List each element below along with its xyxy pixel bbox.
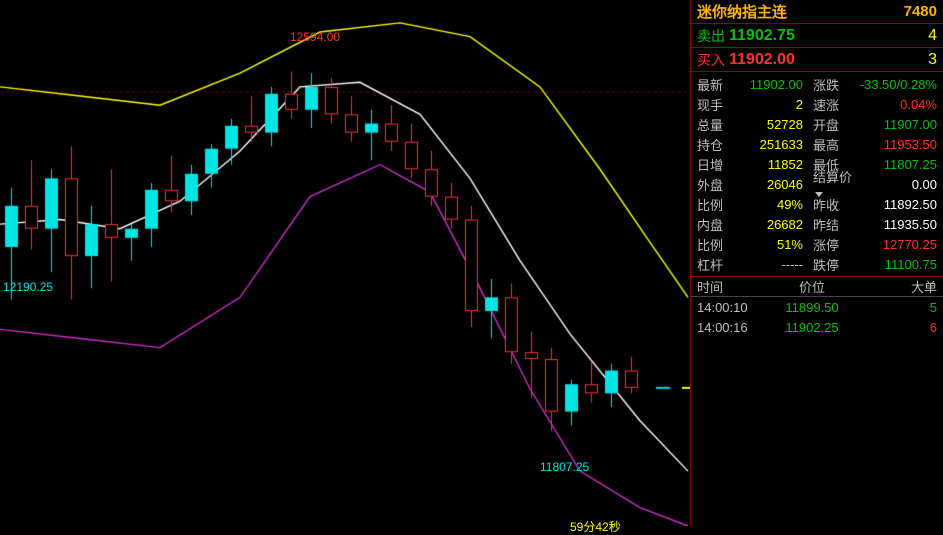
stat-value: 26682 <box>733 217 813 232</box>
stat-value: -33.50/0.28% <box>859 77 937 92</box>
stat-value: ----- <box>733 257 813 272</box>
stat-label: 昨收 <box>813 195 859 214</box>
stat-label: 日增 <box>697 155 733 174</box>
trades-list: 14:00:1011899.50514:00:1611902.256 <box>691 297 943 337</box>
stat-label: 开盘 <box>813 115 859 134</box>
instrument-code: 7480 <box>904 3 937 20</box>
trade-price: 11899.50 <box>767 300 857 315</box>
stat-label: 外盘 <box>697 175 733 194</box>
stat-label: 总量 <box>697 115 733 134</box>
stat-label: 比例 <box>697 235 733 254</box>
stat-label: 昨结 <box>813 215 859 234</box>
stat-label: 最新 <box>697 75 733 94</box>
trade-time: 14:00:10 <box>697 300 767 315</box>
trade-bigvol: 6 <box>857 320 937 335</box>
bid-price: 11902.00 <box>729 51 897 69</box>
stat-value: 11902.00 <box>733 77 813 92</box>
stat-row: 外盘26046结算价0.00 <box>691 174 943 194</box>
col-price: 价位 <box>767 277 857 296</box>
stat-row: 最新11902.00涨跌-33.50/0.28% <box>691 74 943 94</box>
trades-header: 时间 价位 大单 <box>691 277 943 297</box>
bid-label: 买入 <box>697 50 729 70</box>
trade-row[interactable]: 14:00:1611902.256 <box>691 317 943 337</box>
stat-label: 杠杆 <box>697 255 733 274</box>
stat-value: 51% <box>733 237 813 252</box>
stat-value: 11935.50 <box>859 217 937 232</box>
stat-value: 2 <box>733 97 813 112</box>
stat-row: 比例51%涨停12770.25 <box>691 234 943 254</box>
stat-value: 251633 <box>733 137 813 152</box>
stat-row: 内盘26682昨结11935.50 <box>691 214 943 234</box>
stat-row: 比例49%昨收11892.50 <box>691 194 943 214</box>
col-big: 大单 <box>857 277 937 296</box>
instrument-name: 迷你纳指主连 <box>697 1 787 22</box>
trade-row[interactable]: 14:00:1011899.505 <box>691 297 943 317</box>
quote-panel: 迷你纳指主连 7480 卖出 11902.75 4 买入 11902.00 3 … <box>690 0 943 526</box>
stat-label: 速涨 <box>813 95 859 114</box>
stat-value: 26046 <box>733 177 813 192</box>
stat-label: 涨跌 <box>813 75 859 94</box>
bid-row[interactable]: 买入 11902.00 3 <box>691 48 943 72</box>
stat-value: 11892.50 <box>859 197 937 212</box>
stat-label: 内盘 <box>697 215 733 234</box>
stat-value: 11907.00 <box>859 117 937 132</box>
stat-label: 持仓 <box>697 135 733 154</box>
ask-qty: 4 <box>897 27 937 45</box>
stat-value: 0.00 <box>859 177 937 192</box>
stat-label: 涨停 <box>813 235 859 254</box>
stat-value: 11100.75 <box>859 257 937 272</box>
stat-label: 现手 <box>697 95 733 114</box>
stat-value: 49% <box>733 197 813 212</box>
ask-price: 11902.75 <box>729 27 897 45</box>
col-time: 时间 <box>697 277 767 296</box>
ask-row[interactable]: 卖出 11902.75 4 <box>691 24 943 48</box>
stat-row: 总量52728开盘11907.00 <box>691 114 943 134</box>
stat-row: 现手2速涨0.04% <box>691 94 943 114</box>
candlestick-chart[interactable]: 12594.00 11807.25 12190.25 59分42秒 <box>0 0 690 526</box>
instrument-title[interactable]: 迷你纳指主连 7480 <box>691 0 943 24</box>
ask-label: 卖出 <box>697 26 729 46</box>
stat-value: 11953.50 <box>859 137 937 152</box>
stat-value: 11807.25 <box>859 157 937 172</box>
stat-value: 0.04% <box>859 97 937 112</box>
stat-value: 52728 <box>733 117 813 132</box>
trade-time: 14:00:16 <box>697 320 767 335</box>
stat-label: 跌停 <box>813 255 859 274</box>
trade-price: 11902.25 <box>767 320 857 335</box>
stat-label: 最高 <box>813 135 859 154</box>
stat-label: 比例 <box>697 195 733 214</box>
trade-bigvol: 5 <box>857 300 937 315</box>
stat-row: 杠杆-----跌停11100.75 <box>691 254 943 274</box>
stat-value: 11852 <box>733 157 813 172</box>
bid-qty: 3 <box>897 51 937 69</box>
quote-stats-grid: 最新11902.00涨跌-33.50/0.28%现手2速涨0.04%总量5272… <box>691 72 943 277</box>
stat-row: 持仓251633最高11953.50 <box>691 134 943 154</box>
stat-value: 12770.25 <box>859 237 937 252</box>
